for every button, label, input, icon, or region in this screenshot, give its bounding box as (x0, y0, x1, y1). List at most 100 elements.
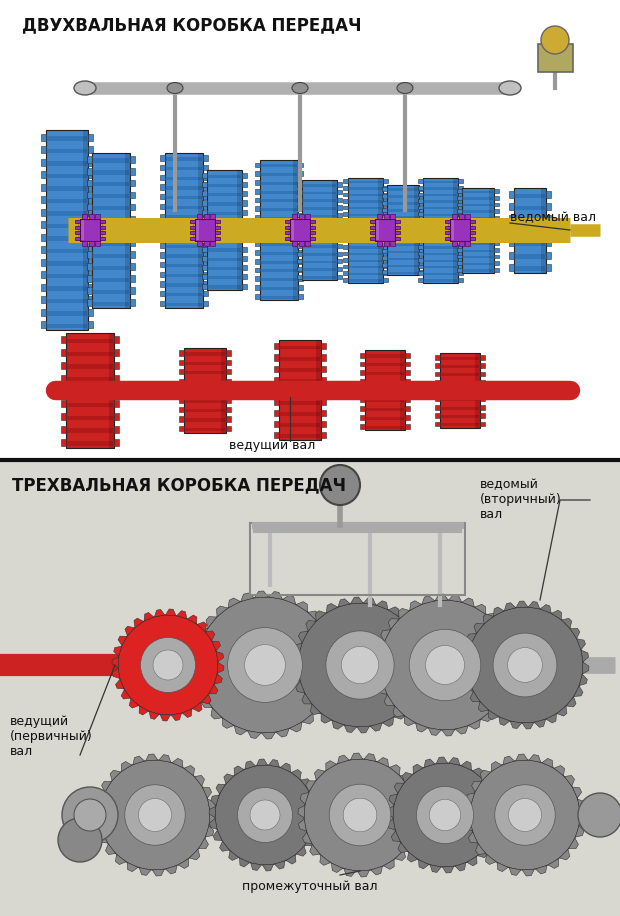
Polygon shape (118, 636, 127, 646)
Polygon shape (192, 703, 202, 712)
Polygon shape (300, 792, 309, 804)
Bar (298, 215, 303, 220)
Bar (160, 233, 165, 238)
Polygon shape (374, 655, 381, 669)
Bar (87, 168, 92, 175)
Bar (160, 252, 165, 257)
Bar (457, 223, 462, 225)
Bar (87, 215, 92, 223)
Bar (41, 222, 46, 228)
Bar (383, 232, 388, 235)
Bar (337, 205, 342, 210)
Bar (360, 424, 365, 429)
Bar (261, 225, 297, 229)
Polygon shape (337, 755, 349, 764)
Bar (255, 233, 260, 237)
Bar (383, 252, 388, 256)
Bar (61, 362, 66, 369)
Bar (242, 219, 247, 224)
Bar (441, 382, 479, 385)
Bar (303, 245, 336, 248)
Bar (515, 193, 545, 198)
Polygon shape (477, 847, 488, 857)
Bar (370, 221, 375, 224)
Polygon shape (112, 668, 120, 679)
Bar (215, 232, 220, 234)
Polygon shape (133, 756, 144, 765)
Polygon shape (430, 865, 441, 872)
Polygon shape (213, 831, 222, 840)
Bar (41, 309, 46, 316)
Circle shape (380, 600, 510, 730)
Bar (360, 415, 365, 420)
Polygon shape (394, 783, 404, 793)
Polygon shape (570, 628, 580, 638)
Polygon shape (582, 662, 589, 674)
Bar (418, 245, 423, 249)
Text: ведомый вал: ведомый вал (510, 212, 596, 224)
Bar (203, 204, 208, 209)
Bar (419, 222, 424, 225)
Bar (383, 258, 388, 262)
Ellipse shape (74, 81, 96, 95)
Bar (260, 160, 298, 300)
Polygon shape (415, 637, 424, 649)
Polygon shape (408, 787, 417, 798)
Bar (114, 426, 119, 432)
Text: ведущий вал: ведущий вал (229, 439, 315, 452)
Bar (365, 350, 405, 430)
Bar (435, 397, 440, 401)
Polygon shape (572, 787, 582, 798)
Bar (470, 232, 475, 234)
Polygon shape (407, 852, 418, 862)
Bar (160, 272, 165, 277)
Bar (489, 188, 494, 272)
Bar (255, 250, 260, 255)
Bar (190, 221, 195, 224)
Bar (160, 213, 165, 219)
Bar (242, 173, 247, 178)
Bar (0, 460, 620, 916)
Polygon shape (509, 661, 516, 675)
Polygon shape (182, 709, 192, 717)
Polygon shape (209, 684, 218, 693)
Bar (166, 196, 202, 200)
Polygon shape (393, 706, 404, 717)
Bar (418, 238, 423, 242)
Bar (424, 220, 457, 223)
Bar (366, 426, 404, 429)
Bar (166, 245, 202, 248)
Bar (382, 263, 387, 267)
Bar (424, 180, 457, 183)
Bar (360, 388, 365, 393)
Polygon shape (388, 606, 399, 616)
Bar (463, 224, 493, 225)
Polygon shape (313, 703, 324, 714)
Bar (87, 203, 92, 211)
Polygon shape (308, 611, 319, 622)
Polygon shape (245, 761, 255, 769)
Bar (88, 184, 93, 191)
Bar (130, 288, 135, 294)
Bar (190, 232, 195, 234)
Bar (343, 219, 348, 223)
Polygon shape (247, 731, 261, 738)
Polygon shape (290, 722, 302, 732)
Polygon shape (166, 866, 177, 874)
Polygon shape (239, 858, 250, 867)
Bar (61, 400, 66, 408)
Bar (203, 233, 208, 238)
Bar (382, 222, 387, 225)
Polygon shape (428, 728, 441, 736)
Bar (92, 152, 130, 308)
Bar (418, 192, 423, 196)
Bar (242, 265, 247, 270)
Bar (418, 186, 423, 190)
Polygon shape (241, 593, 254, 602)
Polygon shape (178, 858, 188, 868)
Bar (261, 278, 297, 281)
Bar (343, 199, 348, 202)
Bar (463, 256, 493, 258)
Bar (47, 186, 87, 191)
Bar (494, 235, 499, 239)
